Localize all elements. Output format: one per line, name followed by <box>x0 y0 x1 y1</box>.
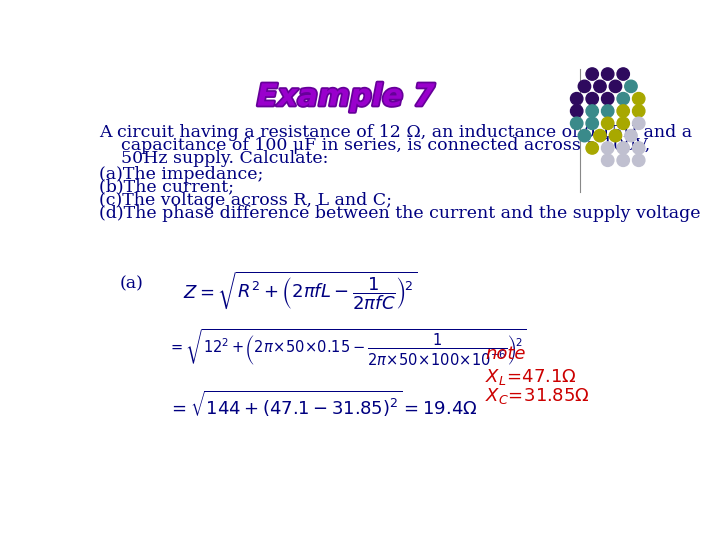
Circle shape <box>570 117 583 130</box>
Circle shape <box>578 130 590 142</box>
Circle shape <box>570 92 583 105</box>
Circle shape <box>586 117 598 130</box>
Text: capacitance of 100 μF in series, is connected across a 100V,: capacitance of 100 μF in series, is conn… <box>99 137 651 154</box>
Text: note: note <box>485 345 526 362</box>
Circle shape <box>594 80 606 92</box>
Circle shape <box>609 80 621 92</box>
Text: A circuit having a resistance of 12 Ω, an inductance of 0.15H and a: A circuit having a resistance of 12 Ω, a… <box>99 124 693 141</box>
Circle shape <box>601 92 614 105</box>
Circle shape <box>601 68 614 80</box>
Text: (d)The phase difference between the current and the supply voltage: (d)The phase difference between the curr… <box>99 205 701 222</box>
Circle shape <box>601 154 614 166</box>
Text: (a)The impedance;: (a)The impedance; <box>99 166 264 183</box>
Circle shape <box>632 154 645 166</box>
Text: $=\sqrt{144+\left(47.1-31.85\right)^2}=19.4\Omega$: $=\sqrt{144+\left(47.1-31.85\right)^2}=1… <box>168 388 477 419</box>
Circle shape <box>594 130 606 142</box>
Circle shape <box>570 105 583 117</box>
Circle shape <box>601 117 614 130</box>
Text: $=\sqrt{12^2+\!\left(2\pi\!\times\!50\!\times\!0.15-\dfrac{1}{2\pi\!\times\!50\!: $=\sqrt{12^2+\!\left(2\pi\!\times\!50\!\… <box>168 328 526 368</box>
Circle shape <box>632 117 645 130</box>
Circle shape <box>586 92 598 105</box>
Text: 50Hz supply. Calculate:: 50Hz supply. Calculate: <box>99 150 328 167</box>
Circle shape <box>617 117 629 130</box>
Circle shape <box>586 142 598 154</box>
Circle shape <box>601 105 614 117</box>
Circle shape <box>625 80 637 92</box>
Circle shape <box>632 105 645 117</box>
Circle shape <box>625 130 637 142</box>
Circle shape <box>578 80 590 92</box>
Text: $X_L\!=\!47.1\Omega$: $X_L\!=\!47.1\Omega$ <box>485 367 577 387</box>
Circle shape <box>617 68 629 80</box>
Circle shape <box>617 105 629 117</box>
Circle shape <box>617 154 629 166</box>
Circle shape <box>586 105 598 117</box>
Circle shape <box>632 92 645 105</box>
Circle shape <box>609 130 621 142</box>
Circle shape <box>632 142 645 154</box>
Text: Example 7: Example 7 <box>257 83 435 112</box>
Text: (b)The current;: (b)The current; <box>99 179 234 195</box>
Text: $X_C\!=\!31.85\Omega$: $X_C\!=\!31.85\Omega$ <box>485 386 590 406</box>
Circle shape <box>586 68 598 80</box>
Text: (c)The voltage across R, L and C;: (c)The voltage across R, L and C; <box>99 192 392 209</box>
Circle shape <box>617 92 629 105</box>
Circle shape <box>617 142 629 154</box>
Text: $Z=\sqrt{R^2+\left(2\pi fL-\dfrac{1}{2\pi fC}\right)^{\!2}}$: $Z=\sqrt{R^2+\left(2\pi fL-\dfrac{1}{2\p… <box>183 269 417 312</box>
Text: (a): (a) <box>120 276 143 293</box>
Circle shape <box>601 142 614 154</box>
